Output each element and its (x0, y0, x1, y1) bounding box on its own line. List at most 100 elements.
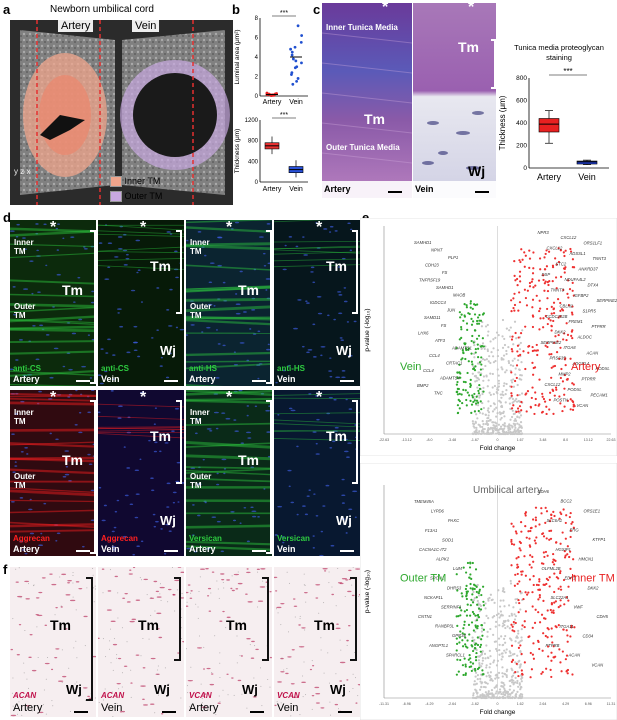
e-point-ns (505, 327, 508, 330)
d-nucleus (217, 298, 221, 300)
e-point-ns (500, 405, 503, 408)
e-point-down (474, 568, 478, 571)
e-point-up (553, 364, 557, 368)
e-point-ns (511, 426, 514, 429)
e-point-down (471, 601, 475, 604)
e-point-ns (519, 608, 522, 611)
d-stain-fiber (98, 426, 184, 428)
d-outer-tm: Outer TM (190, 472, 212, 490)
f-tm: Tm (50, 617, 71, 633)
e-point-ns (481, 662, 484, 665)
f-speck (215, 714, 217, 716)
d-nucleus (112, 548, 117, 551)
d-nucleus (117, 236, 123, 238)
b-top-vein-point (299, 40, 303, 44)
c-ytick: 0 (523, 165, 527, 172)
legend-outer: Outer TM (110, 191, 162, 203)
f-speck (286, 668, 288, 670)
e-point-up (555, 287, 558, 290)
e-xtick: 22.63 (607, 438, 616, 442)
f-speck (11, 692, 13, 694)
f-stain-cell (196, 647, 203, 649)
b-top-vein-point (291, 57, 295, 61)
f-speck (328, 571, 330, 573)
f-stain-cell (301, 627, 306, 629)
d-nucleus (346, 456, 350, 458)
e-point-down (471, 307, 474, 310)
e-point-ns (520, 591, 523, 595)
e-point-down (471, 649, 475, 653)
e-point-ns (485, 614, 488, 617)
e-point-up (538, 309, 541, 313)
d-nucleus (189, 300, 195, 302)
e-point-ns (474, 630, 477, 633)
e-point-down (474, 347, 477, 351)
e-point-up (541, 649, 544, 652)
f-speck (154, 712, 156, 714)
f-speck (76, 657, 78, 659)
f-speck (190, 592, 192, 594)
f-stain-cell (312, 665, 315, 667)
e-point-up (513, 274, 516, 277)
f-stain-cell (276, 606, 282, 609)
e-point-ns (488, 696, 491, 699)
e-point-up (553, 572, 556, 575)
d-nucleus (263, 264, 267, 267)
e-point-ns (521, 329, 524, 332)
e-point-up (514, 671, 517, 674)
f-speck (160, 600, 162, 602)
f-speck (109, 648, 111, 650)
d-nucleus (213, 411, 219, 414)
e-point-ns (500, 692, 503, 696)
d-nucleus (246, 405, 250, 407)
f-stain-cell (277, 681, 282, 683)
e-point-down (460, 609, 463, 612)
e-point-ns (518, 416, 521, 419)
d-nucleus (140, 301, 144, 303)
e-point-up (557, 577, 560, 580)
d-nucleus (209, 429, 213, 432)
e-point-ns (520, 680, 523, 683)
e-point-ns (504, 393, 507, 396)
e-point-down (477, 392, 481, 395)
e-point-up (519, 644, 522, 647)
e-gene-left: PAXC (448, 518, 460, 523)
e-point-ns (484, 602, 487, 605)
e-point-ns (489, 593, 492, 596)
e-point-ns (484, 696, 487, 700)
e-point-up (571, 382, 574, 385)
f-stain-cell (269, 590, 272, 593)
d-stain-fiber (10, 523, 96, 528)
d-nucleus (257, 330, 261, 333)
f-tissue-label: Artery (189, 702, 219, 714)
e-point-ns (519, 650, 522, 653)
e-point-up (519, 280, 522, 283)
d-scale-bar (76, 550, 90, 552)
f-speck (340, 649, 342, 651)
e-point-ns (501, 672, 504, 675)
b-top-vein-point (290, 53, 294, 57)
e-point-down (465, 608, 469, 612)
e-point-ns (480, 630, 484, 633)
d-nucleus (216, 520, 221, 523)
e-point-ns (518, 659, 521, 662)
d-nucleus (287, 364, 291, 367)
d-nucleus (233, 419, 237, 421)
d-nucleus (348, 408, 353, 410)
e-point-down (459, 376, 462, 379)
e-point-ns (497, 671, 501, 674)
f-speck (335, 605, 337, 607)
f-scale-bar (250, 711, 264, 713)
e-point-ns (489, 393, 492, 396)
e-point-down (470, 317, 473, 320)
e-xlabel: Fold change (480, 709, 516, 716)
e-point-up (510, 644, 514, 647)
d-nucleus (90, 301, 95, 304)
e-point-up (538, 578, 541, 581)
e-point-up (562, 251, 565, 254)
f-stain-cell (75, 581, 80, 583)
e-point-ns (501, 655, 504, 658)
d-nucleus (290, 501, 295, 504)
e-gene-left: SAMHD1 (436, 285, 453, 290)
d-nucleus (14, 461, 17, 463)
